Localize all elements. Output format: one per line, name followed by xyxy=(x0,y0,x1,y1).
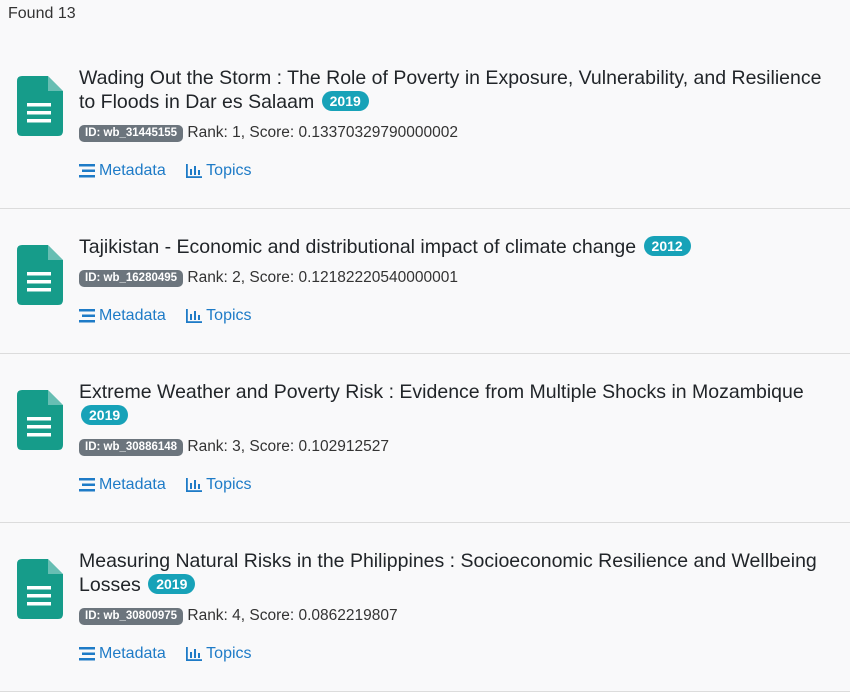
topics-link[interactable]: Topics xyxy=(186,475,252,495)
document-icon[interactable] xyxy=(17,245,63,305)
result-links: Metadata Topics xyxy=(79,644,830,667)
result-title-text[interactable]: Wading Out the Storm : The Role of Pover… xyxy=(79,67,822,113)
rank-score: Rank: 4, Score: 0.0862219807 xyxy=(187,607,398,624)
list-icon xyxy=(79,478,95,492)
topics-link-label: Topics xyxy=(206,162,252,179)
metadata-link[interactable]: Metadata xyxy=(79,475,166,495)
result-title-text[interactable]: Tajikistan - Economic and distributional… xyxy=(79,236,637,258)
result-item: Wading Out the Storm : The Role of Pover… xyxy=(0,40,850,209)
topics-link[interactable]: Topics xyxy=(186,306,252,326)
document-icon[interactable] xyxy=(17,559,63,619)
id-badge: ID: wb_30886148 xyxy=(79,439,184,456)
result-title[interactable]: Extreme Weather and Poverty Risk : Evide… xyxy=(79,380,830,428)
result-links: Metadata Topics xyxy=(79,161,830,184)
metadata-link-label: Metadata xyxy=(99,645,166,662)
bar-chart-icon xyxy=(186,478,203,492)
result-title-text[interactable]: Extreme Weather and Poverty Risk : Evide… xyxy=(79,381,804,403)
topics-link-label: Topics xyxy=(206,645,252,662)
rank-score: Rank: 3, Score: 0.102912527 xyxy=(187,438,390,455)
list-icon xyxy=(79,164,95,178)
list-icon xyxy=(79,309,95,323)
metadata-link-label: Metadata xyxy=(99,162,166,179)
topics-link[interactable]: Topics xyxy=(186,644,252,664)
year-badge: 2019 xyxy=(321,91,369,111)
result-title[interactable]: Measuring Natural Risks in the Philippin… xyxy=(79,549,830,597)
metadata-link-label: Metadata xyxy=(99,307,166,324)
bar-chart-icon xyxy=(186,164,203,178)
result-title[interactable]: Tajikistan - Economic and distributional… xyxy=(79,235,830,259)
result-title-text[interactable]: Measuring Natural Risks in the Philippin… xyxy=(79,550,817,596)
document-icon[interactable] xyxy=(17,390,63,450)
metadata-link[interactable]: Metadata xyxy=(79,161,166,181)
topics-link[interactable]: Topics xyxy=(186,161,252,181)
year-badge: 2012 xyxy=(643,236,691,256)
metadata-link[interactable]: Metadata xyxy=(79,306,166,326)
id-badge: ID: wb_16280495 xyxy=(79,270,184,287)
document-icon[interactable] xyxy=(17,76,63,136)
topics-link-label: Topics xyxy=(206,476,252,493)
metadata-link[interactable]: Metadata xyxy=(79,644,166,664)
result-title[interactable]: Wading Out the Storm : The Role of Pover… xyxy=(79,66,830,114)
results-list: Wading Out the Storm : The Role of Pover… xyxy=(0,40,850,692)
rank-score: Rank: 2, Score: 0.12182220540000001 xyxy=(187,269,458,286)
result-meta: ID: wb_16280495 Rank: 2, Score: 0.121822… xyxy=(79,268,830,288)
result-links: Metadata Topics xyxy=(79,475,830,498)
id-badge: ID: wb_30800975 xyxy=(79,608,184,625)
year-badge: 2019 xyxy=(148,574,196,594)
result-item: Extreme Weather and Poverty Risk : Evide… xyxy=(0,354,850,523)
result-links: Metadata Topics xyxy=(79,306,830,329)
rank-score: Rank: 1, Score: 0.13370329790000002 xyxy=(187,124,458,141)
bar-chart-icon xyxy=(186,647,203,661)
results-count: Found 13 xyxy=(8,5,76,22)
result-meta: ID: wb_31445155 Rank: 1, Score: 0.133703… xyxy=(79,123,830,143)
topics-link-label: Topics xyxy=(206,307,252,324)
result-meta: ID: wb_30800975 Rank: 4, Score: 0.086221… xyxy=(79,606,830,626)
list-icon xyxy=(79,647,95,661)
result-item: Measuring Natural Risks in the Philippin… xyxy=(0,523,850,692)
metadata-link-label: Metadata xyxy=(99,476,166,493)
year-badge: 2019 xyxy=(81,405,129,425)
id-badge: ID: wb_31445155 xyxy=(79,125,184,142)
result-meta: ID: wb_30886148 Rank: 3, Score: 0.102912… xyxy=(79,437,830,457)
result-item: Tajikistan - Economic and distributional… xyxy=(0,209,850,354)
bar-chart-icon xyxy=(186,309,203,323)
